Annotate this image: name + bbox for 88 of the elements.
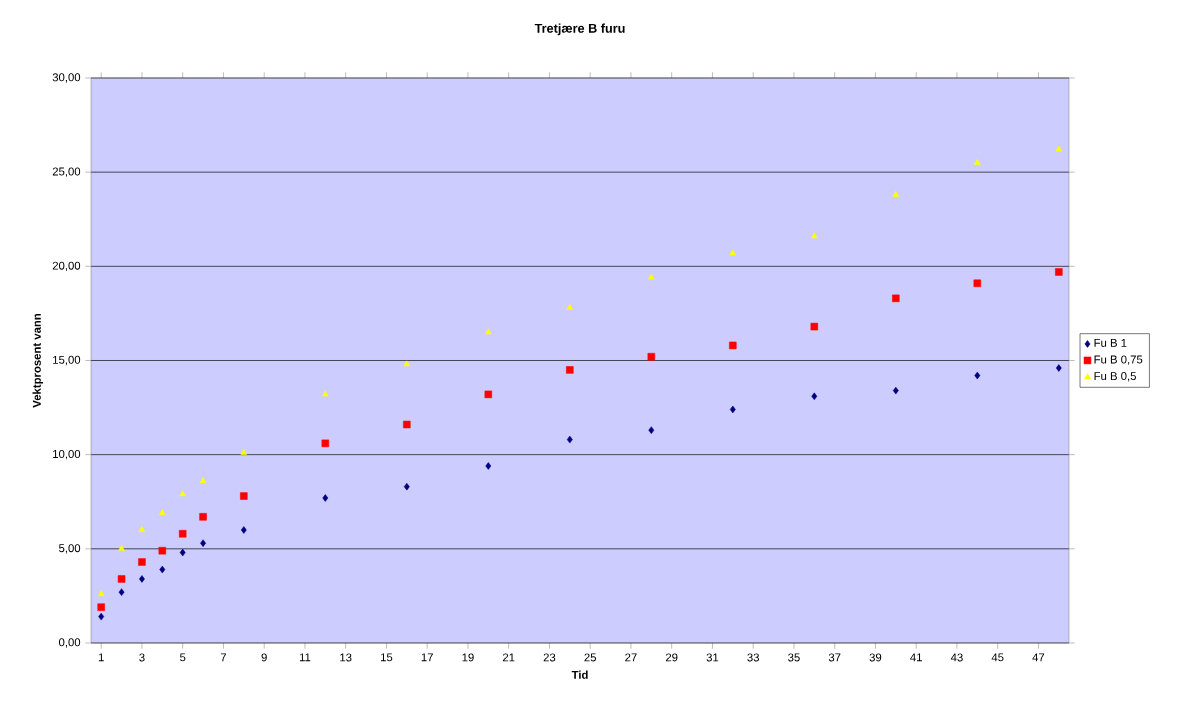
legend-label: Fu B 0,5 <box>1094 372 1136 382</box>
point <box>118 588 125 596</box>
point <box>811 392 818 401</box>
point <box>729 341 737 350</box>
x-tick-label: 15 <box>380 653 393 662</box>
point <box>240 526 247 534</box>
x-tick-label: 21 <box>502 653 515 662</box>
x-tick-label: 3 <box>139 653 145 662</box>
point <box>1055 364 1062 372</box>
point <box>892 386 899 395</box>
y-tick-label: 30,00 <box>52 73 81 83</box>
x-tick-label: 45 <box>991 653 1004 662</box>
point <box>648 426 655 434</box>
x-tick-label: 17 <box>421 653 433 662</box>
point <box>139 575 145 583</box>
y-tick-label: 20,00 <box>52 261 81 271</box>
point <box>200 539 206 547</box>
point <box>322 390 329 397</box>
x-tick-label: 13 <box>340 653 352 662</box>
x-tick-label: 37 <box>828 653 841 662</box>
point <box>566 366 574 374</box>
y-tick-label: 0,00 <box>58 638 81 648</box>
x-tick-label: 5 <box>180 653 186 662</box>
point <box>647 352 656 361</box>
point <box>892 294 900 303</box>
point <box>973 279 982 288</box>
y-tick-label: 10,00 <box>53 449 81 460</box>
x-tick-label: 31 <box>706 653 719 662</box>
point <box>117 575 126 583</box>
point <box>566 435 573 444</box>
point <box>118 545 125 551</box>
point <box>199 513 207 521</box>
point <box>403 482 410 491</box>
point <box>322 494 329 502</box>
point <box>403 360 411 367</box>
x-tick-label: 9 <box>261 653 267 662</box>
x-tick-label: 43 <box>950 653 963 662</box>
point <box>240 449 248 455</box>
x-axis-title: Tid <box>571 670 588 679</box>
point <box>403 420 411 429</box>
x-tick-label: 19 <box>462 653 474 662</box>
legend-label: Fu B 1 <box>1094 339 1127 347</box>
point <box>974 159 981 165</box>
point <box>485 462 492 470</box>
point <box>179 548 186 557</box>
point <box>648 273 655 280</box>
point <box>97 603 105 611</box>
point <box>485 328 492 335</box>
x-tick-label: 35 <box>788 653 800 662</box>
point <box>321 439 330 448</box>
point <box>179 490 186 497</box>
point <box>729 405 736 414</box>
point <box>159 565 166 574</box>
y-tick-label: 15,00 <box>53 355 81 366</box>
point <box>974 371 981 380</box>
point <box>892 191 900 197</box>
x-tick-label: 39 <box>869 653 882 662</box>
x-tick-label: 1 <box>98 653 104 662</box>
point <box>240 492 248 500</box>
x-tick-label: 7 <box>220 653 227 662</box>
y-tick-label: 25,00 <box>52 167 81 177</box>
x-tick-label: 41 <box>910 653 922 662</box>
x-tick-label: 27 <box>625 653 637 662</box>
point <box>1055 268 1063 276</box>
point <box>98 612 105 621</box>
point <box>1055 145 1063 152</box>
y-axis-title: Vektprosent vann <box>32 313 44 408</box>
point <box>138 526 146 532</box>
point <box>810 322 819 331</box>
point <box>158 546 167 555</box>
point <box>566 304 574 310</box>
x-tick-label: 33 <box>747 653 759 662</box>
x-tick-label: 23 <box>543 653 556 662</box>
point <box>138 558 146 566</box>
chart-title: Tretjære B furu <box>534 23 625 36</box>
legend-label: Fu B 0,75 <box>1094 355 1143 365</box>
x-tick-label: 11 <box>299 653 311 662</box>
x-tick-label: 29 <box>665 653 678 662</box>
y-tick-label: 5,00 <box>59 544 81 554</box>
point <box>811 232 818 239</box>
x-tick-label: 25 <box>584 653 597 662</box>
point <box>199 477 207 484</box>
point <box>729 249 737 256</box>
point <box>484 390 493 399</box>
point <box>97 590 105 597</box>
x-tick-label: 47 <box>1032 653 1045 662</box>
point <box>178 530 187 538</box>
point <box>159 509 166 516</box>
